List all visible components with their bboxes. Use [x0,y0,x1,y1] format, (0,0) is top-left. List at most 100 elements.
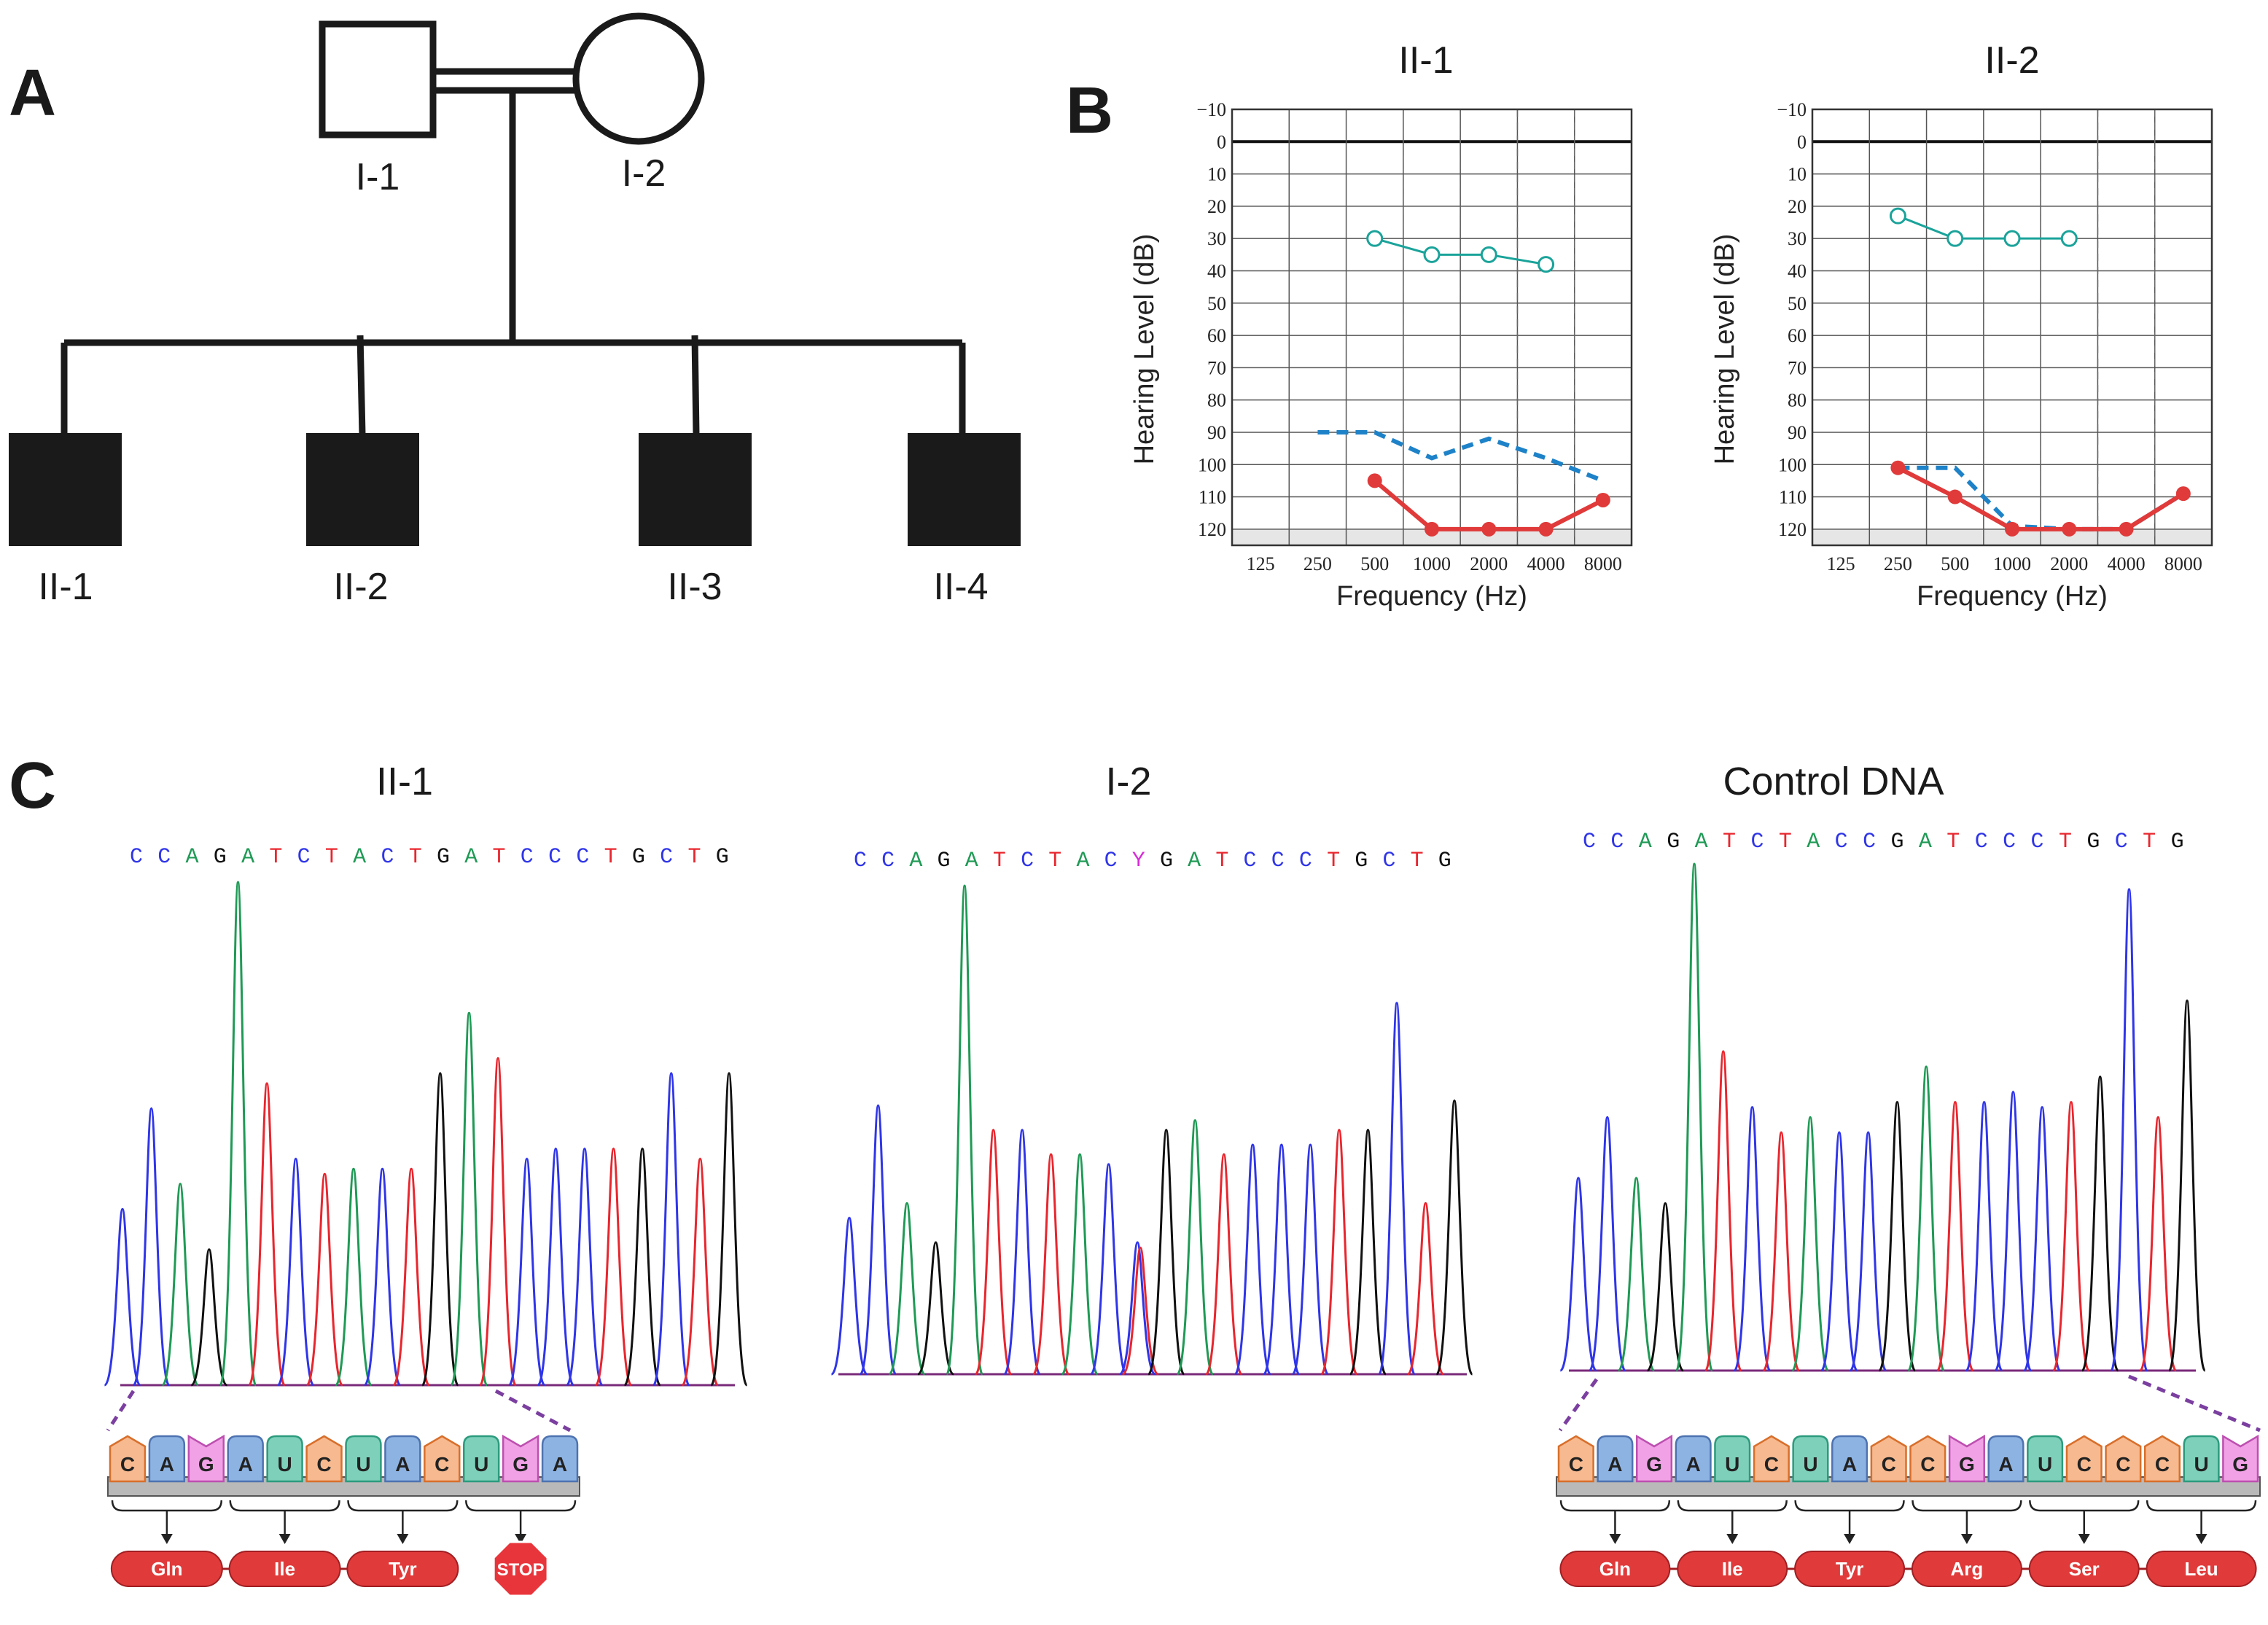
nucleotide-tile-G [1635,1434,1673,1483]
base-call: C [854,849,867,873]
pedigree-label-II-4: II-4 [933,566,988,608]
right-air-conduction-point [1890,460,1906,475]
nucleotide-label: A [238,1453,253,1476]
base-call: T [1779,830,1792,854]
y-tick-label: 120 [1778,519,1807,540]
y-tick-label: 50 [1788,293,1807,314]
codon-arrowhead [1844,1534,1856,1544]
amino-acid-label: Ile [274,1558,295,1580]
nucleotide-tile-G [2222,1434,2259,1483]
nucleotide-label: C [1920,1453,1935,1476]
chromatogram-title: Control DNA [1723,760,1944,803]
panel-label-b: B [1066,74,1113,147]
x-tick-label: 500 [1941,553,1969,574]
audiogram-frame [1231,108,1633,547]
nucleotide-label: C [1569,1453,1583,1476]
y-tick-label: −10 [1777,99,1807,120]
base-call: T [1723,830,1736,854]
base-call: A [1188,849,1201,873]
series-left-air-conduction [1317,429,1604,483]
y-tick-label: 70 [1207,357,1226,378]
nucleotide-tile-U [2183,1435,2220,1483]
y-tick-label: 80 [1788,390,1807,411]
base-call: G [1890,830,1903,854]
nucleotide-label: G [1959,1453,1975,1476]
series-right-air-conduction [1897,466,2185,531]
series-bone-conduction [1374,237,1546,266]
base-call: A [241,845,254,870]
y-tick-label: 60 [1207,325,1226,346]
nucleotide-label: G [2232,1453,2248,1476]
base-call: G [214,845,227,870]
nucleotide-label: A [1998,1453,2013,1476]
codon-arrowhead [397,1534,409,1544]
y-tick-label: 0 [1217,131,1226,152]
trace-peak-A [1675,862,1714,1372]
mrna-backbone [107,1476,580,1497]
chromatogram-title: I-2 [1105,760,1151,803]
codon-arrowhead [1726,1534,1739,1544]
base-call: A [965,849,978,873]
base-call: C [1583,830,1596,854]
nucleotide-tile-U [2027,1435,2064,1483]
trace-peak-C [859,1104,897,1376]
amino-acid-label: Tyr [389,1558,417,1580]
trace-peak-G [1349,1129,1387,1376]
trace-peak-C [276,1157,315,1387]
right-air-conduction-point [2005,521,2019,537]
trace-peak-T [2139,1115,2178,1372]
trace-peak-T [248,1082,287,1387]
nucleotide-tile-G [502,1434,539,1483]
pedigree-individual-I-1 [319,20,437,139]
y-tick-label: 20 [1788,196,1807,217]
trace-peak-G [1646,1202,1685,1372]
trace-peak-T [1704,1050,1742,1372]
codon-arrowhead [2078,1534,2090,1544]
base-call: A [909,849,922,873]
trace-peak-C [1003,1129,1042,1376]
nucleotide-tile-C [1753,1435,1790,1483]
base-call: C [2003,830,2016,854]
nucleotide-label: A [553,1453,567,1476]
mrna-backbone [1556,1476,2261,1497]
chromatogram-title: II-1 [376,760,433,803]
base-call: C [548,845,561,870]
y-tick-label: 10 [1788,164,1807,185]
nucleotide-tile-G [1948,1434,1985,1483]
y-tick-label: 20 [1207,196,1226,217]
nucleotide-tile-A [227,1435,264,1483]
trace-peak-G [1435,1099,1473,1376]
x-tick-label: 125 [1247,553,1275,574]
right-air-conduction-point [1481,521,1497,537]
trace-peak-A [1061,1153,1099,1376]
base-call: G [2171,830,2184,854]
amino-acid-label: STOP [497,1560,545,1580]
base-call: Y [1132,849,1145,873]
amino-acid-pill [2146,1551,2257,1587]
base-call: C [1104,849,1118,873]
nucleotide-label: C [120,1453,135,1476]
zoom-dash-left [1558,1378,1599,1432]
trace-peak-C [830,1217,868,1376]
codon-bracket [1677,1500,1788,1512]
nucleotide-label: C [1764,1453,1779,1476]
trace-peak-T [392,1167,431,1387]
y-tick-label: 80 [1207,390,1226,411]
nucleotide-label: U [2038,1453,2052,1476]
y-tick-label: 100 [1198,454,1226,475]
nucleotide-label: U [1725,1453,1739,1476]
chromatogram-I-2: I-2C C A G A T C T A C Y G A T C C C T G C T G [830,760,1473,1376]
base-call: C [1750,830,1764,854]
trace-peak-T [974,1129,1013,1376]
nucleotide-tile-U [1714,1435,1751,1483]
trace-peak-G [709,1072,749,1387]
nucleotide-tile-A [148,1435,186,1483]
nucleotide-tile-C [424,1435,461,1483]
x-tick-label: 8000 [1584,553,1622,574]
trace-peak-C [1994,1091,2033,1372]
nucleotide-tile-U [1792,1435,1829,1483]
base-call: C [1835,830,1848,854]
x-tick-label: 250 [1884,553,1912,574]
codon-arrowhead [1960,1534,1973,1544]
nucleotide-tile-A [541,1435,579,1483]
